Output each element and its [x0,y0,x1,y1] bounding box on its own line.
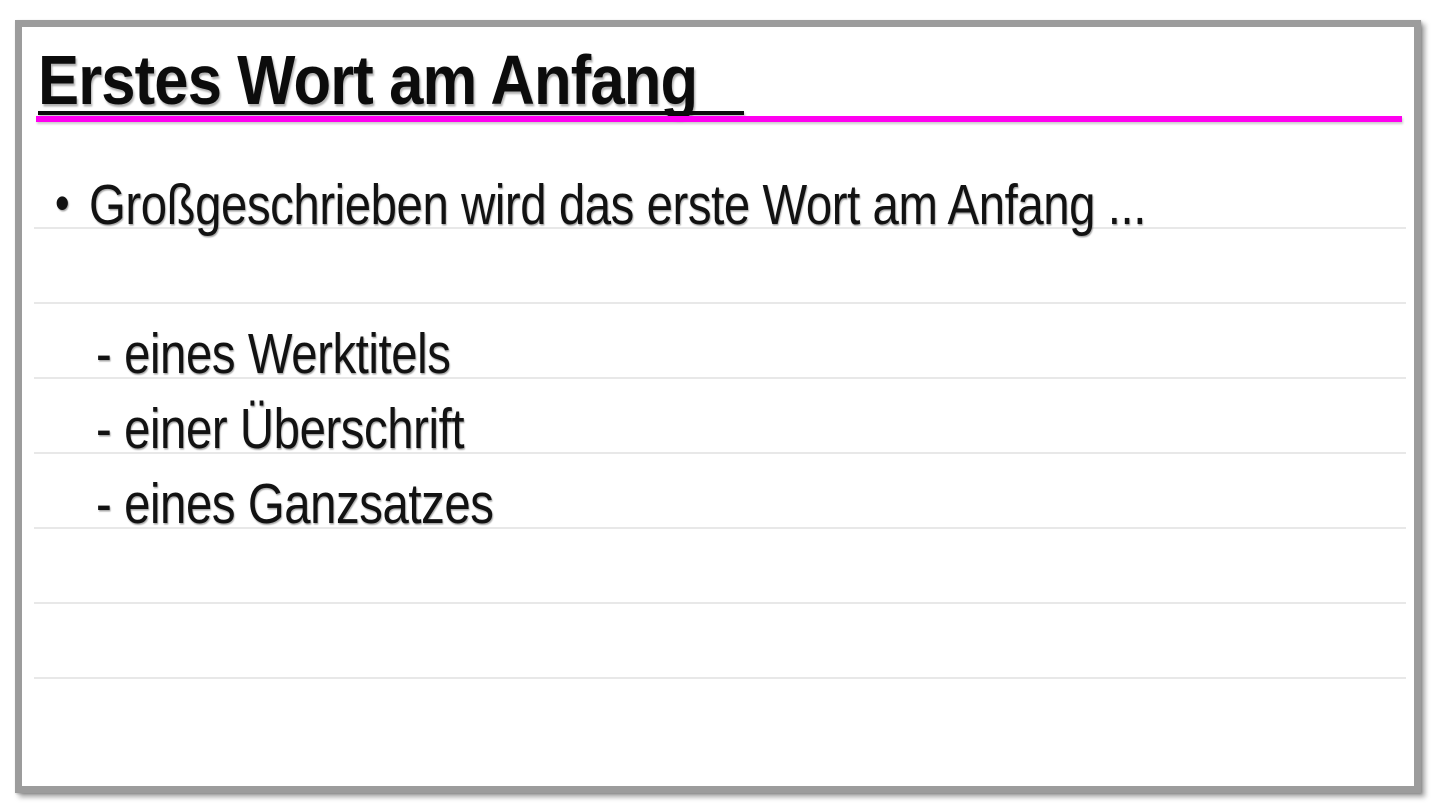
ruled-line [34,302,1406,304]
ruled-line [34,527,1406,529]
ruled-line [34,677,1406,679]
title-underline-rule [38,111,744,115]
sub-item-ganzsatz: - eines Ganzsatzes [96,472,494,536]
ruled-line [34,602,1406,604]
sub-item-ueberschrift: - einer Überschrift [96,397,465,461]
bullet-marker-icon: • [55,175,70,231]
bullet-item: • Großgeschrieben wird das erste Wort am… [55,177,1146,234]
accent-rule [36,116,1402,122]
slide-title: Erstes Wort am Anfang [38,41,698,119]
ruled-line [34,227,1406,229]
slide-frame: Erstes Wort am Anfang • Großgeschrieben … [15,20,1421,793]
ruled-line [34,452,1406,454]
sub-item-werktitel: - eines Werktitels [96,322,451,386]
bullet-text: Großgeschrieben wird das erste Wort am A… [89,173,1146,237]
ruled-line [34,377,1406,379]
